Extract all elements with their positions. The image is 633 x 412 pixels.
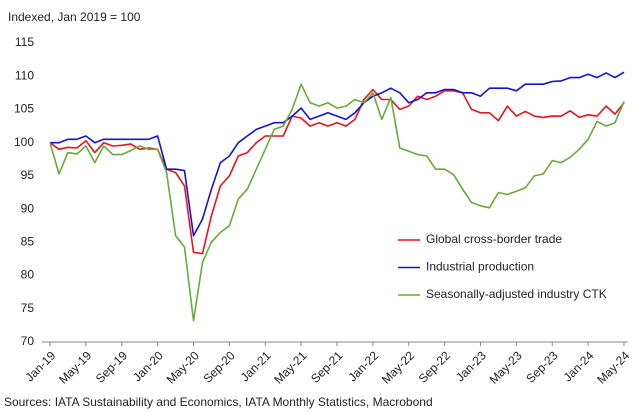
x-tick-label: Jan-19: [23, 348, 59, 384]
series-line: [49, 83, 625, 322]
x-tick-label: May-20: [164, 348, 202, 386]
x-tick-label: May-19: [56, 348, 94, 386]
y-tick-label: 100: [14, 135, 34, 149]
y-tick-label: 85: [21, 235, 35, 249]
footnote: Sources: IATA Sustainability and Economi…: [4, 395, 433, 409]
legend-label: Seasonally-adjusted industry CTK: [426, 287, 607, 301]
y-tick-label: 75: [21, 301, 35, 315]
series-line: [50, 71, 625, 237]
y-tick-label: 70: [21, 334, 35, 348]
x-tick-label: Jan-23: [453, 348, 489, 384]
series-line: [49, 88, 625, 255]
y-tick-label: 105: [14, 102, 34, 116]
y-tick-label: 80: [21, 268, 35, 282]
y-tick-label: 110: [15, 68, 34, 82]
x-tick-label: Sep-21: [308, 348, 345, 385]
x-tick-label: May-22: [379, 348, 417, 386]
x-tick-label: Sep-19: [93, 348, 130, 385]
x-tick-label: May-23: [487, 348, 525, 386]
x-tick-label: Sep-22: [416, 348, 453, 385]
y-tick-label: 95: [21, 168, 35, 182]
x-tick-label: Jan-21: [238, 348, 274, 384]
x-tick-label: May-24: [594, 348, 632, 386]
y-tick-label: 90: [21, 201, 35, 215]
x-tick-label: Jan-22: [345, 348, 381, 384]
chart-title: Indexed, Jan 2019 = 100: [8, 10, 141, 24]
x-tick-label: May-21: [271, 348, 309, 386]
x-tick-label: Sep-20: [200, 348, 237, 385]
x-tick-label: Jan-20: [130, 348, 166, 384]
legend-label: Industrial production: [426, 260, 534, 274]
legend-label: Global cross-border trade: [426, 232, 562, 246]
x-tick-label: Sep-23: [523, 348, 560, 385]
x-tick-label: Jan-24: [561, 348, 597, 384]
y-tick-label: 115: [15, 35, 34, 49]
